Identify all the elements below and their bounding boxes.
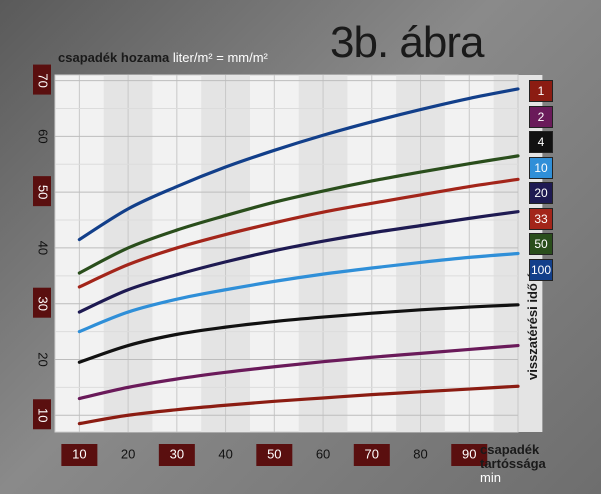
x-tick-label: 60 — [316, 446, 330, 461]
x-tick-label: 30 — [170, 446, 184, 461]
y-tick-label: 50 — [36, 185, 51, 199]
x-tick-badge — [353, 444, 390, 466]
series-line-2 — [77, 343, 520, 401]
x-tick-label: 40 — [218, 446, 232, 461]
x-tick-badge — [256, 444, 293, 466]
x-axis-label: csapadék tartóssága min — [480, 443, 601, 485]
y-tick-label: 30 — [36, 296, 51, 310]
legend-item-10: 10 — [529, 156, 553, 179]
legend-item-20: 20 — [529, 182, 553, 204]
series-line-1 — [77, 384, 520, 426]
legend-item-4: 4 — [529, 131, 553, 153]
x-tick-label: 90 — [462, 446, 476, 461]
x-tick-label: 10 — [72, 446, 86, 461]
x-tick-label: 50 — [267, 446, 281, 461]
y-tick-label: 60 — [36, 129, 51, 143]
x-tick-label: 80 — [413, 446, 427, 461]
y-tick-label: 40 — [36, 241, 51, 255]
legend-item-33: 33 — [529, 207, 553, 230]
x-axis-label-main: csapadék tartóssága — [480, 442, 546, 471]
series-line-50 — [77, 154, 520, 275]
x-axis-label-unit: min — [480, 470, 501, 485]
series-line-10 — [77, 251, 520, 334]
series-line-20 — [77, 210, 520, 314]
legend: 1 2 4 10 20 33 50 100 — [529, 80, 553, 284]
x-tick-badge — [451, 444, 488, 466]
chart-title: 3b. ábra — [330, 18, 484, 67]
series-line-33 — [77, 177, 520, 289]
series-line-4 — [77, 303, 520, 364]
x-tick-label: 70 — [365, 446, 379, 461]
legend-item-50: 50 — [529, 233, 553, 255]
y-tick-label: 70 — [36, 73, 51, 87]
y-axis-label: csapadék hozama liter/m² = mm/m² — [58, 50, 268, 65]
legend-item-2: 2 — [529, 105, 553, 128]
y-tick-badge — [33, 176, 51, 207]
y-tick-label: 20 — [36, 352, 51, 366]
legend-item-1: 1 — [529, 80, 553, 102]
y-tick-badge — [33, 64, 51, 95]
y-tick-badge — [33, 399, 51, 430]
y-axis-label-main: csapadék hozama — [58, 50, 170, 65]
x-tick-label: 20 — [121, 446, 135, 461]
legend-item-100: 100 — [529, 258, 553, 281]
x-tick-badge — [158, 444, 195, 466]
y-tick-badge — [33, 287, 51, 318]
series-line-100 — [77, 87, 520, 242]
x-tick-badge — [61, 444, 98, 466]
y-axis-label-unit: liter/m² = mm/m² — [172, 50, 268, 65]
y-tick-label: 10 — [36, 408, 51, 422]
